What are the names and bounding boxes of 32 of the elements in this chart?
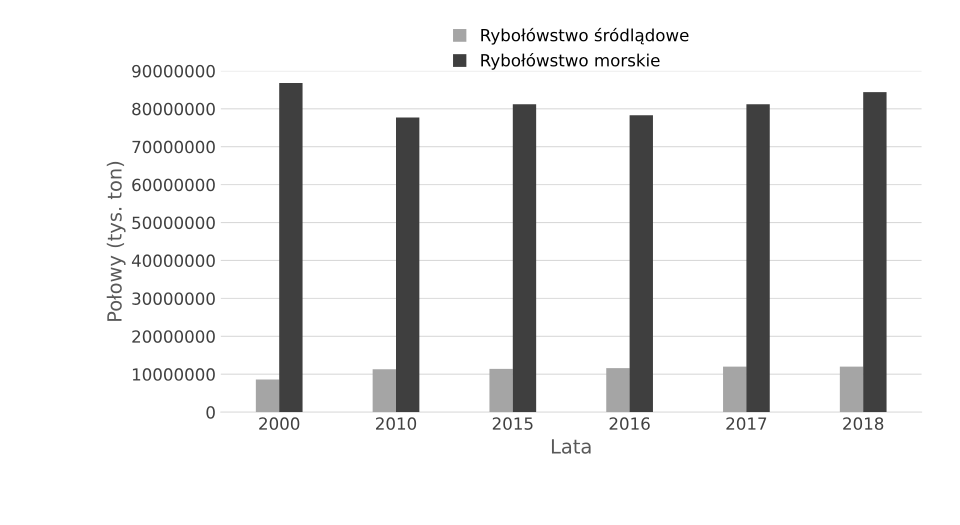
bar xyxy=(630,115,653,412)
y-tick-label: 90000000 xyxy=(132,64,215,78)
y-axis-title: Połowy (tys. ton) xyxy=(106,162,126,321)
y-tick-label: 30000000 xyxy=(132,292,215,305)
y-tick-label: 70000000 xyxy=(132,140,215,154)
x-tick-label: 2000 xyxy=(259,417,300,430)
x-tick-label: 2010 xyxy=(376,417,416,430)
bar xyxy=(840,366,864,412)
x-tick-label: 2018 xyxy=(843,417,884,430)
bar xyxy=(746,104,770,412)
y-tick-label: 50000000 xyxy=(132,216,215,230)
x-tick-label: 2017 xyxy=(726,417,766,430)
y-tick-label: 80000000 xyxy=(132,102,215,116)
bar xyxy=(489,368,513,412)
y-tick-label: 0 xyxy=(206,406,215,419)
y-tick-label: 20000000 xyxy=(132,330,215,343)
bar xyxy=(863,92,887,412)
legend-label: Rybołówstwo morskie xyxy=(481,52,660,70)
bar xyxy=(372,369,396,412)
x-tick-label: 2016 xyxy=(610,417,650,430)
y-tick-label: 10000000 xyxy=(132,368,215,381)
x-axis-title: Lata xyxy=(552,439,591,454)
bar xyxy=(723,366,746,412)
bar xyxy=(606,368,630,412)
bar xyxy=(279,83,303,412)
x-tick-label: 2015 xyxy=(492,417,533,430)
bar xyxy=(512,104,536,412)
bar xyxy=(256,380,280,412)
legend-label: Rybołówstwo śródlądowe xyxy=(481,28,688,45)
bar xyxy=(396,118,420,412)
y-tick-label: 40000000 xyxy=(132,254,215,268)
y-tick-label: 60000000 xyxy=(132,178,215,192)
